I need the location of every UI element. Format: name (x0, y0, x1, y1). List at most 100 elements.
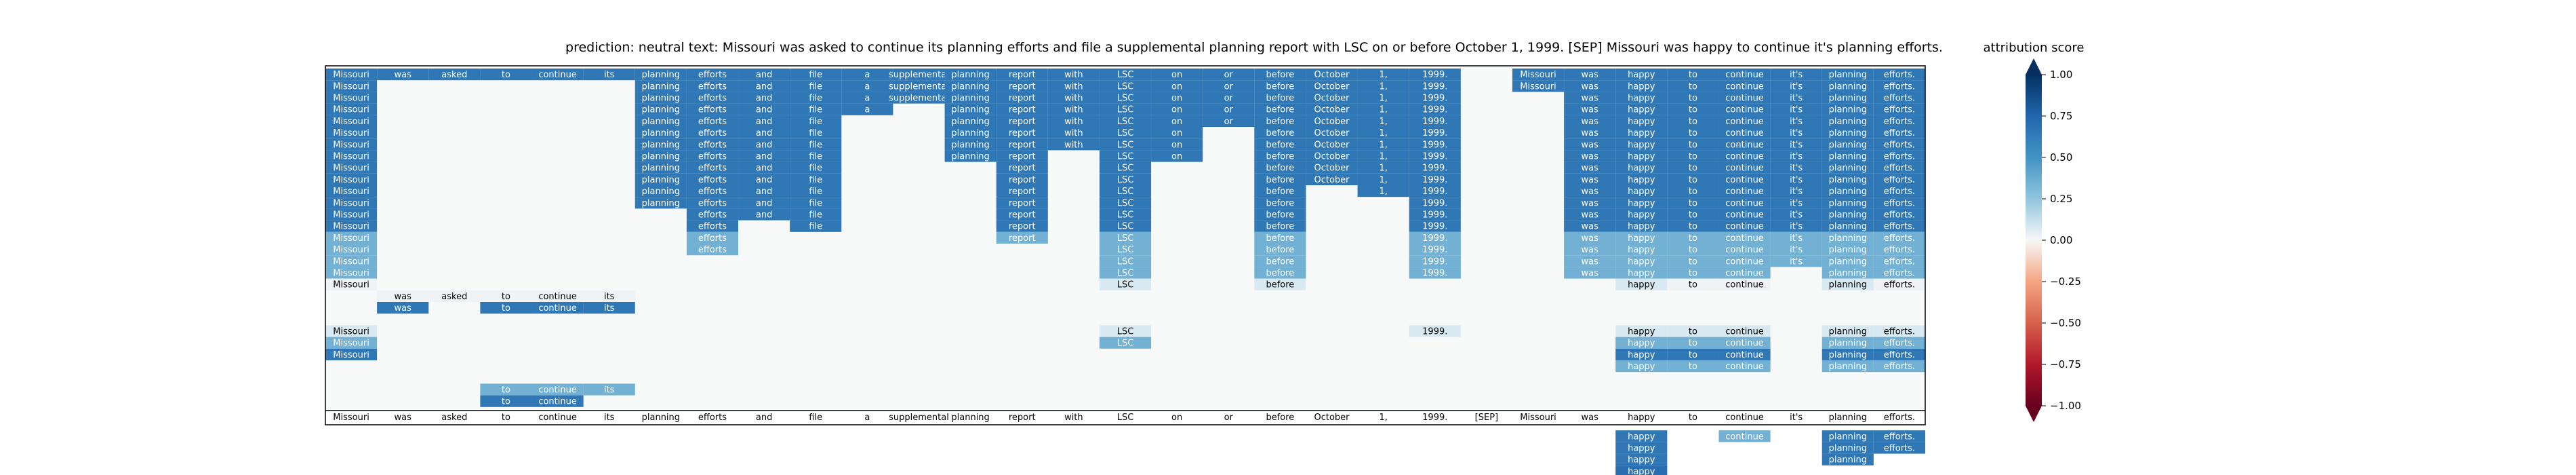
heatmap-cell (738, 197, 790, 209)
heatmap-cell (1667, 92, 1719, 104)
cell-token-label: and (756, 187, 772, 197)
cell-token-label: efforts (698, 105, 727, 115)
heatmap-cell (686, 185, 739, 197)
heatmap-cell (1254, 80, 1306, 92)
heatmap-cell (1718, 255, 1771, 267)
cell-token-label: 1999. (1422, 128, 1447, 138)
heatmap-cell (325, 185, 378, 197)
heatmap-cell (1564, 173, 1616, 185)
heatmap-cell (1718, 325, 1771, 337)
cell-token-label: efforts. (1884, 210, 1915, 221)
cell-token-label: 1, (1379, 140, 1387, 150)
heatmap-cell (1822, 80, 1874, 92)
cell-token-label: planning (1829, 187, 1867, 197)
heatmap-cell (1873, 255, 1925, 267)
heatmap-cell (1254, 220, 1306, 232)
heatmap-cell (1615, 442, 1668, 454)
cell-token-label: Missouri (333, 269, 369, 279)
cell-token-label: continue (1725, 94, 1764, 104)
cell-token-label: efforts. (1884, 105, 1915, 115)
cell-token-label: 1999. (1422, 233, 1447, 244)
heatmap-cell (1770, 197, 1822, 209)
heatmap-cell (1873, 430, 1925, 442)
heatmap-cell (738, 162, 790, 174)
heatmap-cell (1151, 127, 1203, 139)
cell-token-label: efforts. (1884, 198, 1915, 208)
cell-token-label: and (756, 210, 772, 221)
cell-token-label: efforts. (1884, 187, 1915, 197)
cell-token-label: it's (1790, 222, 1803, 232)
heatmap-cell (944, 138, 997, 151)
heatmap-cell (1667, 348, 1719, 360)
cell-token-label: report (1009, 187, 1036, 197)
heatmap-cell (1203, 69, 1255, 81)
heatmap-cell (1718, 185, 1771, 197)
heatmap-cell (1306, 115, 1358, 127)
cell-token-label: LSC (1117, 269, 1134, 279)
cell-token-label: continue (1725, 164, 1764, 174)
cell-token-label: to (1689, 210, 1697, 221)
heatmap-cell (1873, 220, 1925, 232)
heatmap-cell (738, 208, 790, 221)
heatmap-cell (1718, 220, 1771, 232)
cell-token-label: report (1009, 128, 1036, 138)
cell-token-label: continue (1725, 350, 1764, 360)
cell-token-label: to (1689, 117, 1697, 127)
cell-token-label: planning (642, 140, 680, 150)
heatmap-cell (1770, 115, 1822, 127)
heatmap-cell (635, 115, 687, 127)
x-tick-label: planning (1829, 413, 1867, 423)
heatmap-cell (790, 138, 842, 151)
heatmap-cell (996, 208, 1048, 221)
cell-token-label: was (1581, 70, 1598, 80)
cell-token-label: efforts (698, 245, 727, 255)
cell-token-label: on (1171, 81, 1182, 92)
heatmap-cell (1770, 80, 1822, 92)
heatmap-cell (1564, 185, 1616, 197)
cell-token-label: or (1224, 70, 1234, 80)
heatmap-cell (841, 80, 893, 92)
heatmap-cell (1306, 127, 1358, 139)
heatmap-cell (686, 92, 739, 104)
cell-token-label: Missouri (333, 327, 369, 337)
cell-token-label: with (1064, 105, 1083, 115)
heatmap-cell (1357, 115, 1409, 127)
heatmap-cell (1047, 127, 1100, 139)
cell-token-label: planning (1829, 70, 1867, 80)
cell-token-label: or (1224, 117, 1234, 127)
cell-token-label: a (864, 81, 870, 92)
heatmap-cell (686, 244, 739, 256)
x-tick-label: on (1171, 413, 1182, 423)
cell-token-label: planning (1829, 245, 1867, 255)
cell-token-label: efforts. (1884, 140, 1915, 150)
cell-token-label: continue (1725, 327, 1764, 337)
heatmap-cell (531, 302, 584, 314)
cell-token-label: planning (1829, 117, 1867, 127)
heatmap-cell (1873, 103, 1925, 115)
heatmap-cell (1047, 69, 1100, 81)
cell-token-label: 1, (1379, 70, 1387, 80)
heatmap-cell (1667, 173, 1719, 185)
heatmap-cell (1306, 173, 1358, 185)
cell-token-label: LSC (1117, 81, 1134, 92)
heatmap-cell (1822, 255, 1874, 267)
heatmap-cell (1873, 162, 1925, 174)
cell-token-label: happy (1628, 128, 1655, 138)
x-tick-label: [SEP] (1475, 413, 1498, 423)
cell-token-label: on (1171, 140, 1182, 150)
cell-token-label: continue (538, 397, 577, 407)
cell-token-label: happy (1628, 222, 1655, 232)
heatmap-cell (1718, 430, 1771, 442)
heatmap-cell (325, 103, 378, 115)
heatmap-cell (1099, 173, 1152, 185)
heatmap-cell (1822, 430, 1874, 442)
heatmap-cell (1615, 278, 1668, 290)
heatmap-cell (1822, 360, 1874, 373)
heatmap-cell (996, 138, 1048, 151)
heatmap-cell (1099, 337, 1152, 349)
heatmap-cell (1409, 231, 1461, 244)
heatmap-cell (686, 69, 739, 81)
cell-token-label: efforts. (1884, 70, 1915, 80)
cell-token-label: planning (951, 70, 989, 80)
heatmap-cell (1822, 127, 1874, 139)
